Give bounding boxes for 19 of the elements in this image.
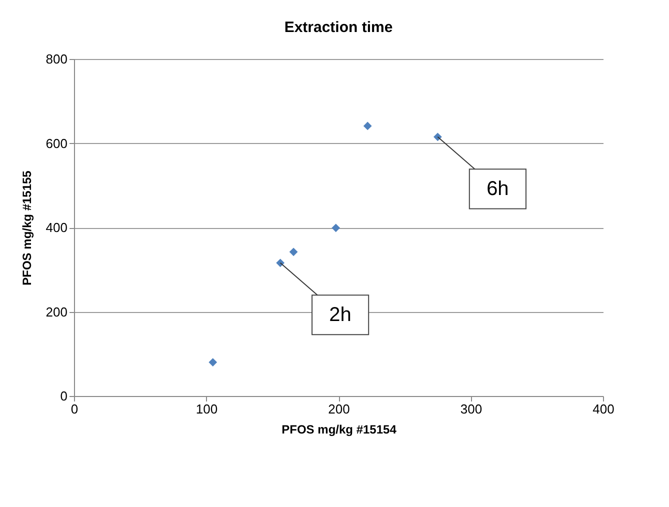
point xyxy=(289,248,298,256)
x-tick-label: 400 xyxy=(592,402,614,416)
point xyxy=(208,358,218,366)
x-tick-label: 100 xyxy=(196,402,218,416)
point xyxy=(363,122,372,130)
x-axis-title: PFOS mg/kg #15154 xyxy=(282,422,397,436)
y-tick-label: 0 xyxy=(60,388,68,404)
annotation: 6h xyxy=(486,178,509,200)
x-tick-label: 300 xyxy=(460,402,482,416)
annotation: 2h xyxy=(329,304,352,326)
y-tick-label: 800 xyxy=(46,52,68,66)
point xyxy=(332,224,340,232)
y-axis-title: PFOS mg/kg #15155 xyxy=(20,170,34,286)
y-tick-label: 600 xyxy=(46,136,68,151)
x-tick-label: 200 xyxy=(328,402,350,416)
y-tick-label: 200 xyxy=(46,304,68,320)
x-tick-label: 0 xyxy=(70,402,78,416)
y-tick-label: 400 xyxy=(46,220,68,235)
chart-title: Extraction time xyxy=(284,19,393,36)
